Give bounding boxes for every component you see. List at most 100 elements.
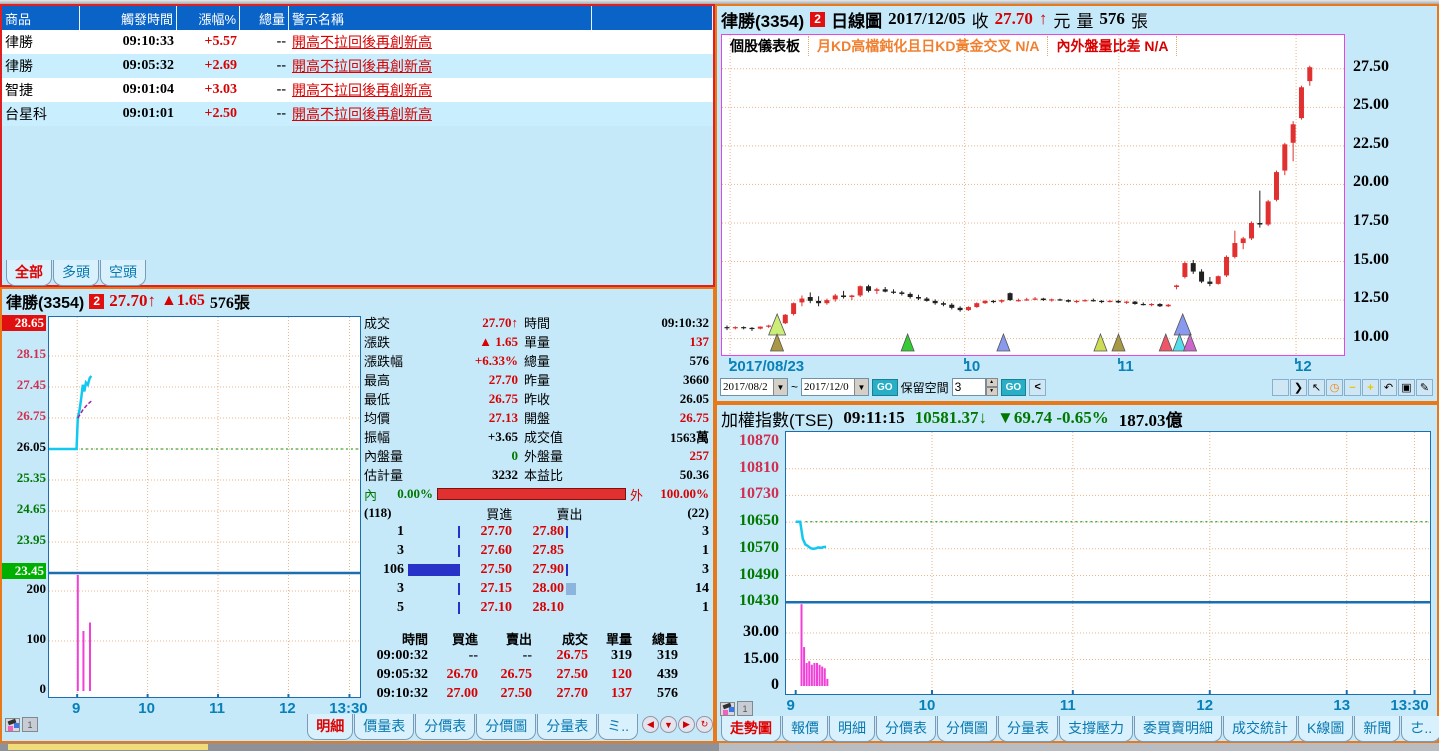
refresh-button[interactable]: ↻ xyxy=(696,716,713,733)
stat-value: 27.70 xyxy=(488,371,518,387)
tab-分價表[interactable]: 分價表 xyxy=(415,714,476,740)
column-header: 漲幅% xyxy=(177,6,240,30)
frame-icon[interactable]: ▣ xyxy=(1398,379,1415,396)
quote-time: 09:11:15 xyxy=(843,408,905,427)
column-header: 觸發時間 xyxy=(80,6,177,30)
layout-corner-icons[interactable]: 1 xyxy=(2,714,40,732)
undo-icon[interactable]: ↶ xyxy=(1380,379,1397,396)
tab-空頭[interactable]: 空頭 xyxy=(100,260,146,286)
tab-分價圖[interactable]: 分價圖 xyxy=(937,716,997,742)
stat-value: 0 xyxy=(511,447,519,463)
chevron-down-icon[interactable]: ▼ xyxy=(773,379,787,395)
tab-分量表[interactable]: 分量表 xyxy=(998,716,1058,742)
tab-支撐壓力[interactable]: 支撐壓力 xyxy=(1059,716,1133,742)
tab-明細[interactable]: 明細 xyxy=(307,714,354,740)
blank-button[interactable] xyxy=(1272,379,1289,396)
pointer-icon[interactable]: ↖ xyxy=(1308,379,1325,396)
spin-down-icon[interactable]: ▼ xyxy=(985,387,998,396)
zoom-out-icon[interactable]: − xyxy=(1344,379,1361,396)
stat-label: 最高 xyxy=(364,373,391,388)
scroll-▼-button[interactable]: ▼ xyxy=(660,716,677,733)
stat-value: 50.36 xyxy=(679,466,709,482)
order-book-row[interactable]: 5 27.10 28.10 1 xyxy=(364,598,713,617)
to-date-select[interactable]: 2017/12/0 ▼ xyxy=(801,378,870,396)
order-book-row[interactable]: 1 27.70 27.80 3 xyxy=(364,522,713,541)
tab-多頭[interactable]: 多頭 xyxy=(53,260,99,286)
tab-報價[interactable]: 報價 xyxy=(782,716,828,742)
tab-新聞[interactable]: 新聞 xyxy=(1354,716,1401,742)
keep-space-stepper[interactable]: ▲▼ xyxy=(951,378,998,396)
order-book-row[interactable]: 3 27.15 28.00 14 xyxy=(364,579,713,598)
tab-分價圖[interactable]: 分價圖 xyxy=(476,714,537,740)
inout-diff-signal: 內外盤量比差 N/A xyxy=(1048,36,1178,56)
y-axis-label: 10870 xyxy=(739,432,779,449)
layout-corner-icons[interactable]: 1 xyxy=(717,697,755,717)
spin-up-icon[interactable]: ▲ xyxy=(985,378,998,387)
keep-space-input[interactable] xyxy=(951,378,986,396)
outer-label: 外 xyxy=(629,487,643,503)
tab-走勢圖[interactable]: 走勢圖 xyxy=(721,716,781,742)
y-axis-label: 25.00 xyxy=(1353,96,1389,114)
inner-label: 內 xyxy=(364,487,378,503)
y-axis-label: 17.50 xyxy=(1353,211,1389,229)
alert-row[interactable]: 律勝 09:10:33 +5.57 -- 開高不拉回後再創新高 xyxy=(2,30,713,54)
stat-label: 昨收 xyxy=(524,392,551,407)
quote-body: 28.65 28.15 27.45 26.75 26.05 25.35 24.65 23.95… xyxy=(2,313,713,741)
edit-icon[interactable]: ✎ xyxy=(1416,379,1433,396)
tab-委買賣明細[interactable]: 委買賣明細 xyxy=(1134,716,1222,742)
next-button[interactable]: ❯ xyxy=(1290,379,1307,396)
sell-price: 28.10 xyxy=(532,599,565,615)
buy-qty: 1 xyxy=(397,523,404,539)
sell-price: 27.85 xyxy=(532,542,565,558)
order-book-row[interactable]: 3 27.60 27.85 1 xyxy=(364,541,713,560)
stat-row: 最低 26.75 昨收 26.05 xyxy=(364,389,713,408)
alert-row[interactable]: 智捷 09:01:04 +3.03 -- 開高不拉回後再創新高 xyxy=(2,78,713,102)
clock-icon[interactable]: ◷ xyxy=(1326,379,1343,396)
tick-sell: -- xyxy=(522,647,532,663)
layout-1-icon[interactable]: 1 xyxy=(737,701,753,716)
tab-明細[interactable]: 明細 xyxy=(829,716,875,742)
go-button[interactable]: GO xyxy=(872,378,898,396)
tab-分價表[interactable]: 分價表 xyxy=(876,716,936,742)
y-axis-label: 28.65 xyxy=(2,315,46,331)
alert-change: +2.69 xyxy=(204,58,237,73)
sell-order-count: (22) xyxy=(687,505,709,520)
tab-全部[interactable]: 全部 xyxy=(6,260,52,286)
alert-row[interactable]: 台星科 09:01:01 +2.50 -- 開高不拉回後再創新高 xyxy=(2,102,713,126)
tick-buy: 26.70 xyxy=(446,666,479,682)
inner-pct: 0.00% xyxy=(397,486,434,501)
stat-value: 27.13 xyxy=(488,409,518,425)
tab-分量表[interactable]: 分量表 xyxy=(537,714,598,740)
go-button-2[interactable]: GO xyxy=(1000,378,1027,396)
tab-成交統計[interactable]: 成交統計 xyxy=(1223,716,1297,742)
chevron-down-icon[interactable]: ▼ xyxy=(854,379,869,395)
from-date-select[interactable]: 2017/08/2 ▼ xyxy=(720,378,788,396)
to-date-value: 2017/12/0 xyxy=(804,381,849,393)
tse-index-panel: 加權指數(TSE) 09:11:15 10581.37↓ ▼69.74 -0.6… xyxy=(715,403,1439,743)
alert-volume: -- xyxy=(276,34,286,49)
layout-1-icon[interactable]: 1 xyxy=(22,717,38,732)
alerts-table-body: 律勝 09:10:33 +5.57 -- 開高不拉回後再創新高 律勝 09:05:32 +2.… xyxy=(2,30,713,126)
scroll-◀-button[interactable]: ◀ xyxy=(642,716,659,733)
stat-label: 漲跌幅 xyxy=(364,354,404,369)
alert-row[interactable]: 律勝 09:05:32 +2.69 -- 開高不拉回後再創新高 xyxy=(2,54,713,78)
tab-價量表[interactable]: 價量表 xyxy=(354,714,415,740)
index-change: ▼69.74 -0.65% xyxy=(997,408,1109,427)
x-axis-tick xyxy=(963,358,966,364)
tab-ミ..[interactable]: ミ.. xyxy=(598,714,638,740)
y-axis-label: 10650 xyxy=(739,512,779,530)
y-axis-label: 26.05 xyxy=(16,439,46,454)
tse-tabs: 走勢圖報價明細分價表分價圖分量表支撐壓力委買賣明細成交統計K線圖新聞ㄜ..◀▼▶… xyxy=(717,716,1439,742)
mini-chart-icon[interactable] xyxy=(720,701,735,716)
scroll-▶-button[interactable]: ▶ xyxy=(678,716,695,733)
y-axis-label: 23.95 xyxy=(16,532,46,547)
zoom-in-icon[interactable]: + xyxy=(1362,379,1379,396)
intraday-chart-svg xyxy=(48,316,361,698)
mini-chart-icon[interactable] xyxy=(5,717,20,732)
alert-time: 09:05:32 xyxy=(122,58,174,73)
order-book-row[interactable]: 106 27.50 27.90 3 xyxy=(364,560,713,579)
daily-y-axis: 27.50 25.00 22.50 20.00 17.50 15.00 12.50 10.00 xyxy=(1349,34,1415,356)
tab-K線圖[interactable]: K線圖 xyxy=(1298,716,1354,742)
tab-ㄜ..[interactable]: ㄜ.. xyxy=(1401,716,1439,742)
back-button[interactable]: < xyxy=(1029,378,1047,396)
